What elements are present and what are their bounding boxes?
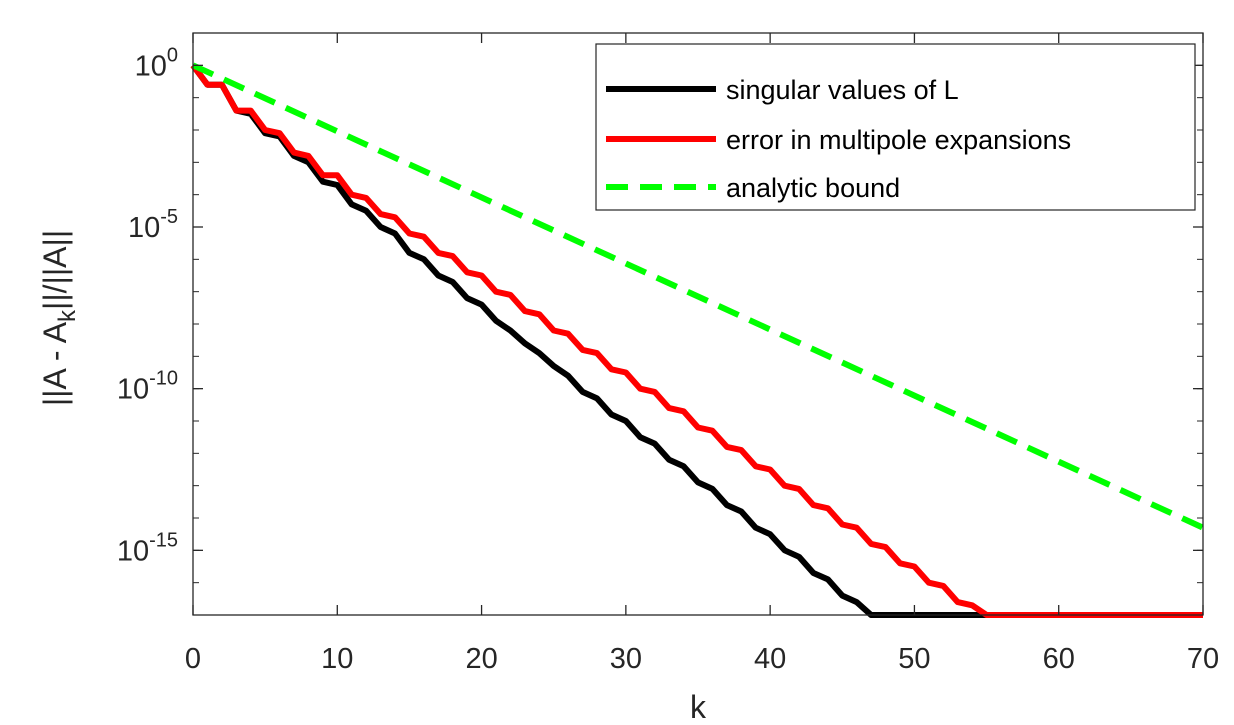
x-tick-label: 0 <box>185 643 201 675</box>
legend-box <box>595 43 1196 211</box>
x-tick-label: 30 <box>610 643 642 675</box>
x-tick-label: 50 <box>898 643 930 675</box>
y-tick-label: 100 <box>135 44 178 82</box>
y-tick-label: 10-10 <box>117 368 178 406</box>
y-axis-title-prefix: ||A - A <box>37 321 73 406</box>
y-axis-title-subscript: k <box>54 309 81 322</box>
x-tick-label: 40 <box>754 643 786 675</box>
tick-layer: 0 10 20 30 40 50 60 70 100 10-5 10-10 10-15 <box>117 32 1219 675</box>
legend-label-multipole-error: error in multipole expansions <box>726 125 1071 155</box>
y-tick-label: 10-5 <box>128 206 178 244</box>
legend-label-singular-values: singular values of L <box>726 75 959 105</box>
y-axis-title: ||A - Ak||/||A|| <box>37 230 81 406</box>
y-tick-label: 10-15 <box>117 529 178 567</box>
x-axis-title: k <box>690 689 707 725</box>
x-tick-label: 10 <box>321 643 353 675</box>
x-tick-label: 70 <box>1187 643 1219 675</box>
series-line-2 <box>191 62 1205 531</box>
x-tick-label: 20 <box>465 643 497 675</box>
y-axis-title-suffix: ||/||A|| <box>37 230 73 310</box>
legend-label-analytic-bound: analytic bound <box>726 173 900 203</box>
x-tick-label: 60 <box>1043 643 1075 675</box>
legend: singular values of L error in multipole … <box>595 43 1196 211</box>
